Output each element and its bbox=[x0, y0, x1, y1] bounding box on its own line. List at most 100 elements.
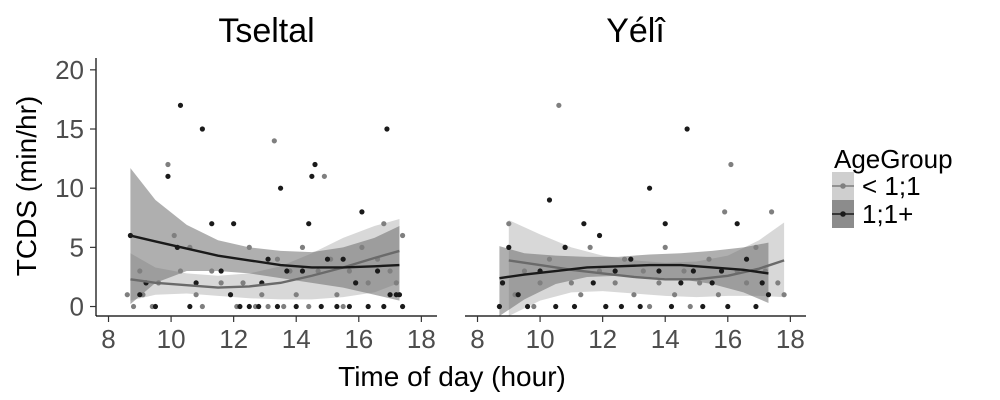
y-tick-label: 15 bbox=[55, 114, 84, 144]
data-point bbox=[706, 256, 712, 262]
data-point bbox=[697, 280, 703, 286]
y-tick-label: 5 bbox=[70, 232, 84, 262]
data-point bbox=[734, 221, 740, 227]
y-tick-label: 10 bbox=[55, 173, 84, 203]
data-point bbox=[381, 303, 387, 310]
data-point bbox=[177, 102, 184, 108]
data-point bbox=[293, 292, 299, 298]
data-point bbox=[209, 221, 215, 227]
data-point bbox=[274, 256, 281, 262]
data-point bbox=[137, 268, 143, 274]
data-point bbox=[690, 268, 696, 274]
data-point bbox=[506, 244, 512, 250]
data-point bbox=[271, 138, 277, 144]
data-point bbox=[684, 126, 690, 132]
legend-label: < 1;1 bbox=[862, 171, 921, 201]
data-point bbox=[681, 268, 687, 274]
data-point bbox=[374, 268, 381, 274]
data-point bbox=[568, 280, 574, 286]
data-point bbox=[687, 303, 693, 310]
legend-label: 1;1+ bbox=[862, 199, 913, 229]
legend-title: AgeGroup bbox=[834, 144, 953, 174]
data-point bbox=[199, 303, 205, 310]
data-point bbox=[306, 221, 312, 227]
x-tick-label: 12 bbox=[588, 324, 617, 354]
data-point bbox=[656, 268, 662, 274]
data-point bbox=[315, 268, 321, 274]
data-point bbox=[137, 292, 143, 298]
x-tick-label: 8 bbox=[101, 324, 115, 354]
data-point bbox=[781, 292, 787, 298]
panel-1: Tseltal 8 10 12 14 16 18 0 5 10 15 20 bbox=[55, 12, 437, 354]
data-point bbox=[387, 292, 393, 298]
data-point bbox=[259, 292, 265, 298]
data-point bbox=[556, 102, 562, 108]
data-point bbox=[240, 280, 246, 286]
data-point bbox=[193, 280, 199, 286]
fit-line-1-1-plus bbox=[130, 234, 400, 269]
data-point bbox=[334, 303, 340, 310]
data-point bbox=[631, 292, 637, 298]
data-point bbox=[718, 268, 725, 274]
data-point bbox=[628, 256, 634, 262]
data-point bbox=[246, 303, 252, 310]
data-point bbox=[668, 303, 675, 310]
fit-line-under-1-1 bbox=[130, 249, 400, 289]
data-point bbox=[130, 303, 137, 310]
data-point bbox=[353, 280, 359, 286]
data-point bbox=[590, 280, 596, 286]
x-tick-label: 10 bbox=[157, 324, 186, 354]
data-point bbox=[227, 292, 234, 298]
data-point bbox=[171, 232, 177, 239]
data-point bbox=[309, 173, 315, 179]
data-point bbox=[571, 303, 578, 310]
data-point bbox=[265, 303, 271, 310]
data-point bbox=[672, 292, 678, 298]
data-point bbox=[318, 303, 324, 310]
data-point bbox=[662, 221, 668, 227]
data-point bbox=[646, 303, 653, 310]
x-tick-label: 16 bbox=[344, 324, 373, 354]
legend-key-point bbox=[840, 183, 846, 189]
panel-title: Tseltal bbox=[218, 12, 314, 50]
data-point bbox=[596, 232, 603, 239]
data-point bbox=[612, 280, 618, 286]
data-point bbox=[387, 268, 393, 274]
x-tick-label: 10 bbox=[526, 324, 555, 354]
data-point bbox=[340, 256, 346, 262]
data-point bbox=[531, 303, 537, 310]
data-point bbox=[656, 280, 662, 286]
data-point bbox=[218, 280, 224, 286]
data-point bbox=[246, 244, 252, 250]
data-point bbox=[324, 256, 331, 262]
x-axis-title: Time of day (hour) bbox=[338, 361, 566, 392]
data-point bbox=[506, 221, 512, 227]
x-tick-label: 12 bbox=[219, 324, 248, 354]
data-point bbox=[209, 268, 215, 274]
data-point bbox=[546, 197, 553, 203]
data-point bbox=[499, 280, 506, 286]
x-tick-label: 14 bbox=[282, 324, 311, 354]
data-point bbox=[165, 161, 171, 168]
data-point bbox=[177, 268, 184, 274]
data-point bbox=[603, 303, 609, 310]
data-point bbox=[218, 268, 224, 274]
data-point bbox=[546, 256, 553, 262]
data-point bbox=[199, 126, 205, 132]
data-point bbox=[578, 292, 584, 298]
y-axis-title: TCDS (min/hr) bbox=[11, 96, 42, 276]
data-point bbox=[237, 303, 243, 310]
data-point bbox=[728, 161, 734, 168]
data-point bbox=[587, 244, 593, 250]
data-point bbox=[340, 303, 346, 310]
data-point bbox=[274, 303, 281, 310]
data-point bbox=[365, 280, 371, 286]
data-point bbox=[312, 161, 318, 168]
chart-panels: Tseltal 8 10 12 14 16 18 0 5 10 15 20 Yélî 8 10 12 14 16 1… bbox=[55, 12, 806, 354]
data-point bbox=[399, 232, 406, 239]
data-point bbox=[637, 303, 643, 310]
data-point bbox=[768, 209, 775, 215]
data-point bbox=[722, 209, 728, 215]
x-tick-label: 18 bbox=[776, 324, 805, 354]
legend: AgeGroup< 1;11;1+ bbox=[832, 144, 953, 229]
